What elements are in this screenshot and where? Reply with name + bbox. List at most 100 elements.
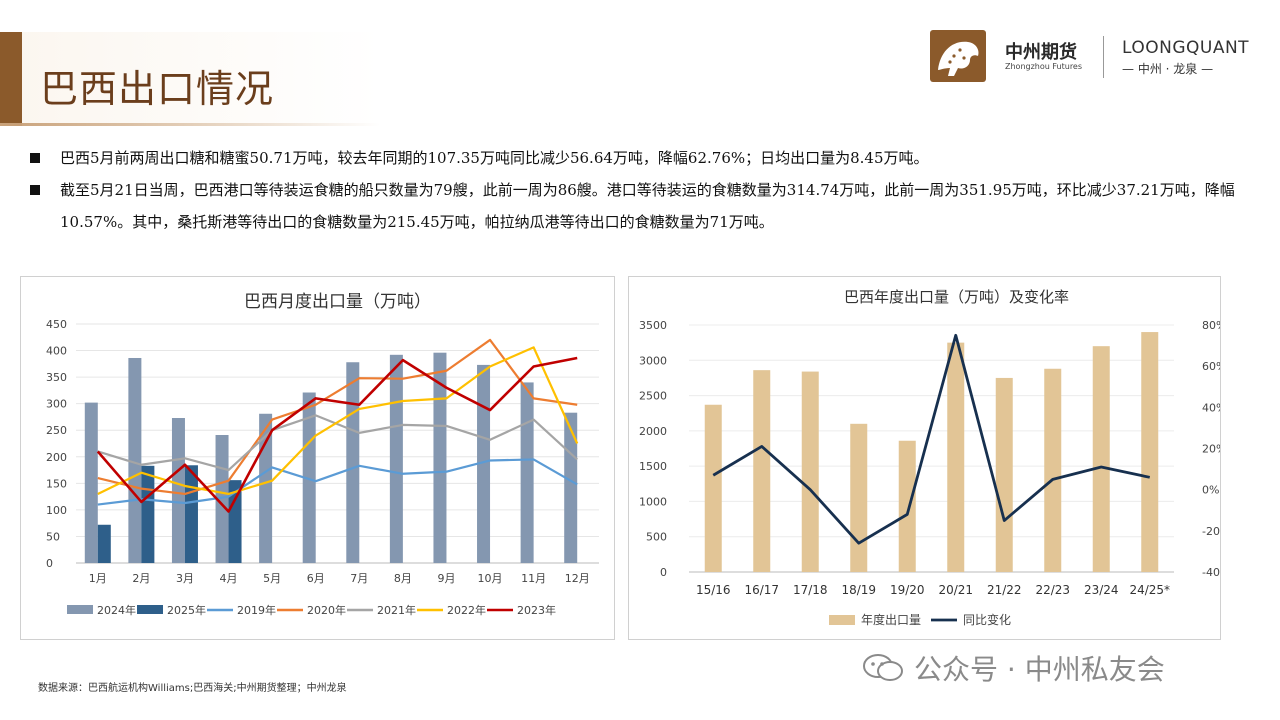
bullet-square-icon [30, 185, 40, 195]
y-tick-label: 2000 [639, 425, 667, 438]
x-tick-label: 2月 [132, 572, 150, 585]
bar-2025年 [97, 524, 111, 563]
legend-label: 2021年 [377, 603, 416, 617]
bar-2024年 [171, 418, 185, 563]
line-series-2019年 [97, 458, 578, 506]
x-tick-label: 6月 [307, 572, 325, 585]
chart-title: 巴西月度出口量（万吨） [244, 292, 431, 312]
line-series-2020年 [97, 338, 578, 496]
x-tick-label: 1月 [89, 572, 107, 585]
x-tick-label: 21/22 [987, 583, 1022, 597]
legend-label: 2020年 [307, 603, 346, 617]
bullet-item: 截至5月21日当周，巴西港口等待装运食糖的船只数量为79艘，此前一周为86艘。港… [30, 174, 1260, 238]
y-tick-label: 100 [46, 504, 67, 517]
bar-annual-export [704, 404, 722, 572]
legend-label: 2024年 [97, 603, 136, 617]
bar-annual-export [1141, 332, 1159, 572]
x-tick-label: 20/21 [938, 583, 973, 597]
line-series-2022年 [97, 346, 579, 496]
y2-tick-label: -20% [1202, 525, 1220, 538]
y-tick-label: 150 [46, 477, 67, 490]
x-tick-label: 16/17 [744, 583, 779, 597]
bar-2024年 [128, 357, 142, 563]
bar-2024年 [389, 354, 403, 563]
x-tick-label: 4月 [220, 572, 238, 585]
y-tick-label: 1000 [639, 495, 667, 508]
y-tick-label: 300 [46, 398, 67, 411]
title-band [0, 32, 380, 126]
legend-swatch [67, 605, 93, 614]
wechat-icon [862, 652, 906, 684]
line-series-2021年 [97, 414, 578, 472]
bar-2025年 [141, 465, 155, 563]
bar-annual-export [947, 342, 965, 572]
y2-tick-label: 0% [1202, 484, 1219, 497]
x-tick-label: 17/18 [793, 583, 828, 597]
y-tick-label: 450 [46, 318, 67, 331]
y-tick-label: 400 [46, 345, 67, 358]
bar-2024年 [564, 412, 578, 563]
legend-swatch [829, 615, 855, 625]
bar-annual-export [995, 377, 1013, 572]
y-tick-label: 3500 [639, 319, 667, 332]
x-tick-label: 23/24 [1084, 583, 1119, 597]
loongquant-cn-text: — 中州 · 龙泉 — [1122, 62, 1214, 76]
logo-divider [1103, 36, 1104, 78]
y-tick-label: 50 [46, 530, 60, 543]
y2-tick-label: 60% [1202, 360, 1220, 373]
bullet-list: 巴西5月前两周出口糖和糖蜜50.71万吨，较去年同期的107.35万吨同比减少5… [30, 142, 1260, 238]
legend-label: 2022年 [447, 603, 486, 617]
bar-2024年 [433, 352, 447, 563]
y-tick-label: 350 [46, 371, 67, 384]
x-tick-label: 7月 [350, 572, 368, 585]
x-tick-label: 24/25* [1129, 583, 1170, 597]
legend-label: 同比变化 [963, 612, 1011, 627]
watermark-text: 公众号 · 中州私友会 [914, 653, 1165, 686]
bar-2024年 [346, 362, 360, 563]
bullet-square-icon [30, 153, 40, 163]
bar-annual-export [898, 440, 916, 572]
bar-annual-export [1044, 368, 1062, 572]
x-tick-label: 8月 [394, 572, 412, 585]
annual-export-chart: 巴西年度出口量（万吨）及变化率 0 500 1000 1500 2000 2500 3000 3… [639, 288, 1230, 627]
y-tick-label: 0 [660, 566, 667, 579]
line-series-2023年 [96, 356, 578, 513]
legend-label: 2019年 [237, 603, 276, 617]
page-title: 巴西出口情况 [40, 67, 275, 111]
bar-2025年 [228, 480, 242, 563]
y-tick-label: 1500 [639, 460, 667, 473]
bar-annual-export [1092, 346, 1110, 572]
data-source-note: 数据来源：巴西航运机构Williams;巴西海关;中州期货整理；中州龙泉 [38, 683, 347, 694]
x-tick-label: 5月 [263, 572, 281, 585]
line-yoy-change [712, 333, 1151, 545]
bar-annual-export [801, 371, 819, 572]
loongquant-logo-text: LOONGQUANT [1122, 38, 1250, 58]
x-tick-label: 22/23 [1035, 583, 1070, 597]
logo-cn-text: 中州期货 [1005, 42, 1077, 63]
bar-annual-export [850, 423, 868, 572]
x-tick-label: 3月 [176, 572, 194, 585]
legend-swatch [137, 605, 163, 614]
y2-tick-label: 20% [1202, 443, 1220, 456]
bar-2024年 [520, 382, 534, 563]
zhongzhou-logo-icon [930, 30, 986, 82]
x-tick-label: 18/19 [841, 583, 876, 597]
bar-2024年 [302, 392, 316, 563]
x-tick-label: 12月 [565, 572, 590, 585]
bar-annual-export [753, 370, 771, 572]
title-accent [0, 32, 22, 126]
x-tick-label: 10月 [478, 572, 503, 585]
bar-2025年 [184, 465, 198, 563]
annual-export-chart-panel: 巴西年度出口量（万吨）及变化率 0 500 1000 1500 2000 2500 3000 3… [628, 276, 1230, 640]
x-tick-label: 9月 [437, 572, 455, 585]
bullet-text: 巴西5月前两周出口糖和糖蜜50.71万吨，较去年同期的107.35万吨同比减少5… [60, 149, 929, 167]
logo-en-text: Zhongzhou Futures [1005, 62, 1083, 71]
bullet-text: 截至5月21日当周，巴西港口等待装运食糖的船只数量为79艘，此前一周为86艘。港… [60, 181, 1235, 231]
legend-label: 2025年 [167, 603, 206, 617]
legend-label: 年度出口量 [861, 612, 921, 627]
y-tick-label: 2500 [639, 390, 667, 403]
legend-label: 2023年 [517, 603, 556, 617]
y-tick-label: 200 [46, 451, 67, 464]
bar-2024年 [477, 364, 491, 563]
y2-tick-label: 80% [1202, 319, 1220, 332]
